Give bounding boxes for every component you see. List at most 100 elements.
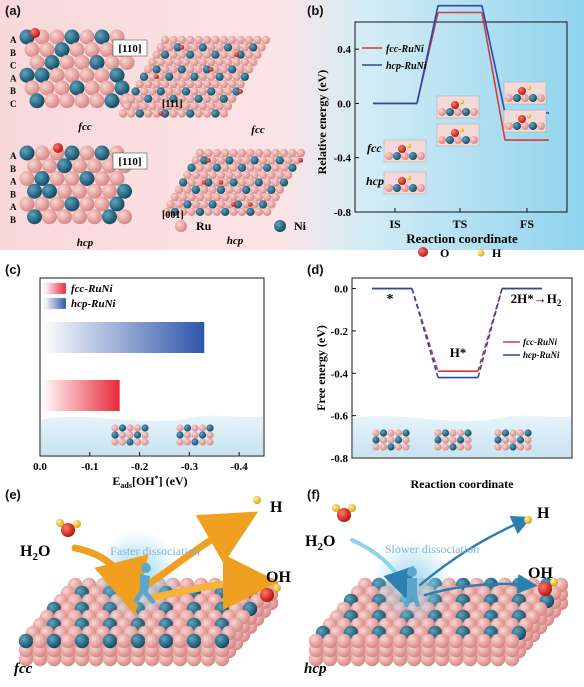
ni-atom (186, 50, 195, 59)
ni-atom (229, 178, 238, 187)
f-caption: Slower dissociation (385, 542, 479, 556)
ru-atom (254, 207, 263, 216)
ru-atom (64, 171, 80, 186)
ru-atom (253, 50, 262, 59)
ni-atom (208, 200, 217, 209)
ni-atom (109, 67, 125, 83)
ru-atom (240, 57, 249, 67)
fcc-top-label: fcc (251, 124, 265, 136)
ru-atom (194, 79, 203, 89)
d-water-decoration (353, 415, 571, 457)
ru-atom (59, 93, 75, 109)
ru-atom (372, 443, 380, 451)
ru-atom (198, 438, 207, 446)
ru-atom (135, 79, 144, 89)
ru-atom (441, 443, 450, 451)
ru-atom (148, 57, 157, 67)
ni-atom (212, 163, 221, 172)
stacking-label: A (10, 35, 17, 45)
ru-atom (59, 55, 75, 70)
ru-atom (379, 436, 388, 444)
ru-atom (34, 145, 50, 161)
panel-label-a: (a) (5, 3, 21, 18)
ru-atom (267, 200, 276, 209)
ru-atom (406, 633, 422, 649)
ru-atom (74, 93, 90, 109)
ru-atom (176, 438, 184, 446)
ru-atom (207, 43, 216, 52)
b-plot-frame (354, 21, 568, 213)
ru-atom (198, 72, 207, 81)
ni-atom (74, 633, 90, 649)
ru-atom (223, 87, 233, 96)
b-x-axis-label: Reaction coordinate (406, 231, 518, 246)
ru-atom (172, 633, 188, 649)
b-y-axis-label: Relative energy (eV) (315, 70, 329, 175)
stacking-label: A (10, 202, 17, 212)
ru-atom (242, 200, 251, 209)
ru-atom (174, 185, 184, 194)
ru-atom (417, 184, 425, 192)
fcc-side-index-box (112, 39, 148, 57)
ru-atom (102, 183, 117, 199)
ru-atom (215, 57, 224, 67)
o-atom (451, 101, 459, 109)
ru-atom (39, 42, 55, 58)
ru-atom (195, 178, 205, 187)
hcp-top-label: hcp (227, 235, 244, 247)
ru-atom (191, 431, 199, 439)
ni-atom (372, 436, 380, 444)
ru-atom (402, 436, 410, 444)
ru-atom (169, 35, 178, 45)
ni-atom (223, 43, 233, 52)
ni-atom (524, 429, 532, 437)
ni-atom (249, 43, 258, 52)
ru-atom (208, 170, 217, 180)
ru-atom (254, 163, 263, 172)
ni-atom (194, 94, 203, 104)
ru-atom (126, 424, 134, 432)
e-h2o-h-atom-1 (56, 519, 64, 527)
ru-atom (267, 156, 276, 165)
ru-atom (501, 443, 510, 451)
ru-legend-marker (175, 220, 187, 232)
ru-atom (537, 94, 545, 102)
b-x-tick-label: IS (389, 217, 401, 231)
ru-atom (258, 185, 268, 194)
ni-atom (139, 72, 149, 81)
ni-atom (186, 109, 195, 118)
e-h-label: H (270, 499, 283, 516)
ru-atom (165, 43, 174, 52)
ru-atom (118, 438, 127, 446)
f-oh-o-atom (538, 582, 552, 596)
ru-atom (271, 163, 280, 172)
ni-atom (54, 42, 70, 58)
ni-atom (187, 163, 196, 172)
o-atom (30, 28, 40, 38)
e-oh-arrow (146, 554, 279, 611)
b-legend-label: fcc-RuNi (386, 44, 424, 55)
ru-atom (179, 192, 188, 202)
ru-atom (202, 94, 212, 104)
ni-atom (379, 429, 388, 437)
ru-atom (88, 633, 104, 649)
ru-atom (202, 50, 212, 59)
ru-atom (228, 79, 237, 89)
ru-atom (133, 438, 142, 446)
d-label-star: * (387, 292, 394, 307)
ru-atom (181, 72, 191, 81)
ru-atom (219, 109, 228, 118)
ru-atom (152, 50, 161, 59)
ni-atom (393, 184, 401, 192)
ru-atom (228, 35, 237, 45)
ru-atom (494, 429, 502, 437)
ru-atom (207, 72, 216, 81)
h-atom (459, 127, 465, 133)
c-x-tick-label: -0.2 (131, 461, 149, 473)
ru-atom (232, 57, 241, 67)
ni-atom (250, 156, 259, 165)
ru-atom (186, 65, 195, 74)
ru-atom (237, 148, 247, 158)
hcp-side-index: [110] (118, 156, 141, 168)
e-oh-o-atom (260, 588, 274, 602)
